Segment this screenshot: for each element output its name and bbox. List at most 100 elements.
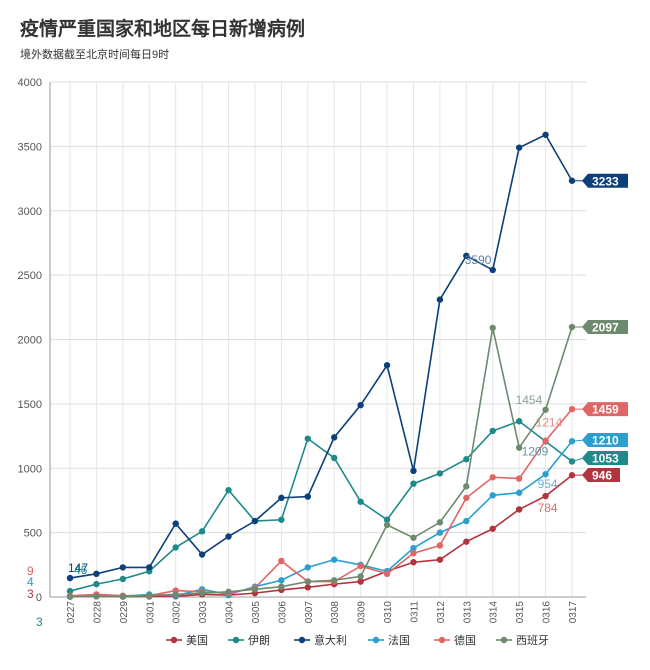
data-point bbox=[357, 578, 364, 585]
end-label-tag bbox=[582, 173, 628, 188]
series-4 bbox=[66, 405, 576, 600]
data-point bbox=[463, 252, 470, 260]
data-label: 147 bbox=[68, 561, 88, 575]
x-tick-label: 0313 bbox=[462, 601, 473, 624]
data-point bbox=[489, 492, 496, 499]
data-point bbox=[357, 401, 364, 409]
data-point bbox=[463, 538, 470, 545]
data-point bbox=[515, 506, 523, 513]
data-point bbox=[304, 564, 311, 571]
data-point bbox=[93, 570, 100, 578]
data-point bbox=[542, 406, 549, 413]
y-tick-label: 2500 bbox=[18, 270, 42, 282]
x-tick-label: 0309 bbox=[357, 601, 368, 624]
data-point bbox=[278, 583, 285, 590]
data-point bbox=[489, 474, 496, 481]
data-point bbox=[198, 589, 206, 597]
data-point bbox=[93, 580, 100, 588]
legend-swatch-dot bbox=[232, 636, 240, 644]
data-point bbox=[251, 517, 259, 525]
data-point bbox=[436, 470, 444, 477]
data-point bbox=[304, 578, 311, 585]
data-point bbox=[119, 575, 127, 583]
end-labels: 946 1053 3233 1210 1459 2097 bbox=[571, 173, 628, 483]
data-point bbox=[225, 486, 232, 494]
x-tick-label: 0307 bbox=[304, 601, 315, 624]
y-tick-label: 3500 bbox=[18, 141, 42, 153]
data-point bbox=[304, 435, 311, 442]
x-tick-label: 0306 bbox=[277, 601, 288, 624]
data-point bbox=[331, 556, 338, 563]
x-tick-label: 0316 bbox=[542, 601, 553, 624]
data-point bbox=[436, 542, 444, 549]
data-point bbox=[119, 564, 127, 571]
x-tick-label: 0312 bbox=[436, 601, 447, 624]
data-point bbox=[542, 437, 549, 444]
y-tick-label: 0 bbox=[36, 592, 42, 604]
data-point bbox=[463, 483, 470, 490]
data-point bbox=[463, 456, 470, 463]
legend-item-0: 美国 bbox=[166, 634, 208, 647]
data-point bbox=[66, 574, 74, 582]
y-tick-label: 2000 bbox=[18, 335, 42, 347]
data-label: 954 bbox=[538, 477, 558, 491]
data-point bbox=[357, 562, 364, 570]
end-label-2: 3233 bbox=[572, 173, 628, 188]
x-tick-label: 0308 bbox=[330, 601, 341, 624]
data-point bbox=[410, 550, 417, 557]
chart-subtitle: 境外数据截至北京时间每日9时 bbox=[20, 49, 170, 61]
data-label: 1454 bbox=[516, 393, 543, 407]
data-label: 3 bbox=[36, 615, 43, 629]
data-point bbox=[357, 573, 364, 580]
data-point bbox=[515, 475, 523, 482]
data-label: 46 bbox=[74, 563, 88, 577]
end-label-tag bbox=[582, 451, 628, 465]
data-point bbox=[93, 593, 100, 600]
series-layer bbox=[66, 131, 576, 600]
legend-label: 意大利 bbox=[314, 633, 347, 647]
series-line bbox=[69, 420, 573, 592]
data-point bbox=[278, 516, 285, 523]
data-point bbox=[172, 520, 179, 527]
end-label-0: 946 bbox=[571, 468, 620, 483]
data-point bbox=[278, 494, 285, 502]
data-point bbox=[542, 470, 549, 478]
end-label-leader bbox=[571, 439, 585, 442]
data-label: 1209 bbox=[522, 444, 549, 458]
end-label-text: 1210 bbox=[592, 434, 619, 448]
end-label-tag bbox=[582, 320, 628, 335]
data-point bbox=[410, 559, 417, 566]
y-tick-label: 4000 bbox=[18, 77, 42, 89]
x-tick-label: 0301 bbox=[145, 601, 156, 624]
series-line bbox=[69, 133, 573, 579]
x-tick-label: 0317 bbox=[568, 601, 579, 624]
data-point bbox=[278, 557, 285, 565]
series-5 bbox=[66, 323, 576, 600]
data-point bbox=[489, 427, 496, 435]
data-point bbox=[225, 533, 232, 540]
data-point bbox=[198, 528, 206, 535]
series-line bbox=[69, 326, 573, 598]
chart-title: 疫情严重国家和地区每日新增病例 bbox=[20, 19, 306, 40]
data-point bbox=[251, 586, 259, 593]
legend-item-5: 西班牙 bbox=[496, 634, 549, 647]
data-point bbox=[410, 467, 417, 475]
x-tick-label: 0311 bbox=[409, 601, 420, 623]
data-point bbox=[278, 577, 285, 584]
legend-label: 西班牙 bbox=[516, 634, 549, 647]
data-point bbox=[410, 544, 417, 552]
data-point bbox=[383, 521, 391, 529]
data-point bbox=[304, 584, 311, 591]
end-label-4: 1459 bbox=[572, 402, 628, 417]
data-point bbox=[436, 519, 444, 526]
legend-swatch-dot bbox=[170, 636, 178, 644]
end-label-5: 2097 bbox=[572, 320, 628, 335]
data-point bbox=[463, 494, 470, 502]
y-tick-label: 1500 bbox=[18, 399, 42, 411]
legend-swatch-dot bbox=[298, 636, 306, 644]
data-point bbox=[515, 144, 523, 151]
data-point bbox=[542, 131, 549, 138]
y-tick-label: 500 bbox=[24, 528, 42, 540]
data-label: 784 bbox=[538, 501, 558, 515]
data-label: 3 bbox=[27, 587, 34, 601]
